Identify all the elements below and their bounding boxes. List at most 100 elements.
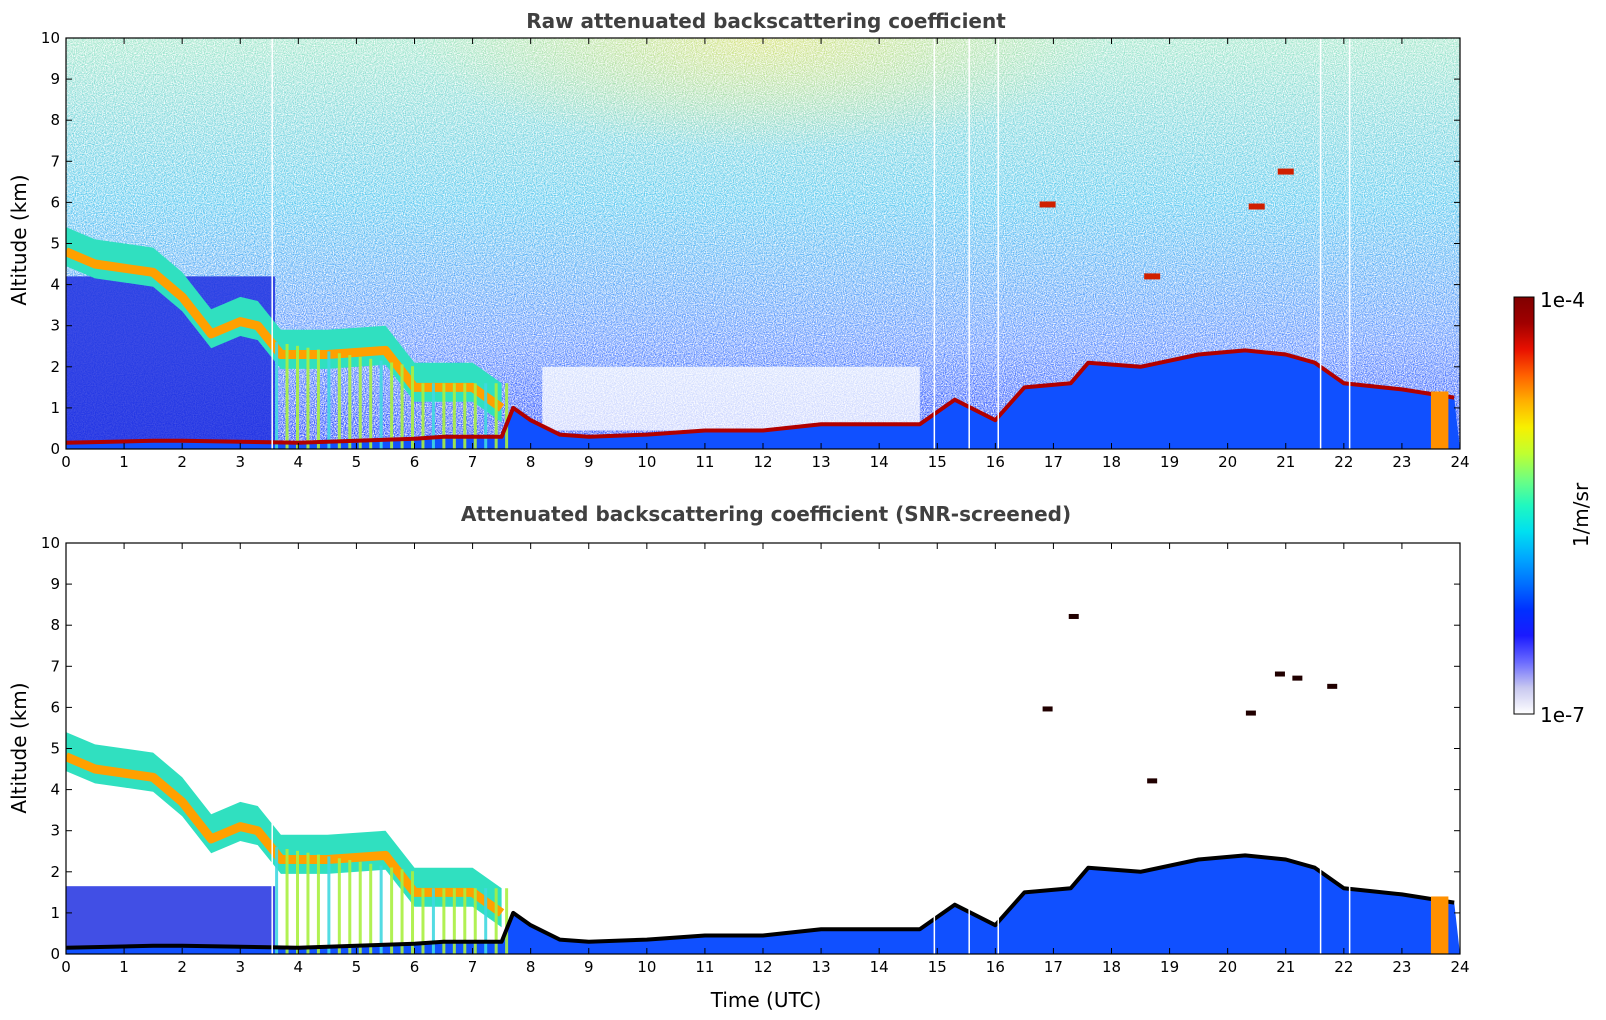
- y-tick-label: 10: [41, 534, 60, 552]
- x-tick-label: 22: [1334, 958, 1353, 976]
- x-tick-label: 20: [1218, 958, 1237, 976]
- y-tick-label: 5: [50, 740, 60, 758]
- colorbar-unit-label: 1/m/sr: [1569, 482, 1593, 547]
- x-tick-label: 7: [468, 958, 478, 976]
- isolated-cloud-feature: [1068, 613, 1079, 619]
- y-tick-label: 1: [50, 904, 60, 922]
- x-tick-label: 15: [928, 958, 947, 976]
- y-tick-label: 3: [50, 317, 60, 335]
- precipitation-streak: [421, 888, 425, 954]
- precipitation-streak: [285, 343, 289, 449]
- x-tick-label: 5: [352, 453, 362, 471]
- y-tick-label: 9: [50, 70, 60, 88]
- x-tick-label: 19: [1160, 453, 1179, 471]
- precipitation-streak: [296, 850, 300, 954]
- y-tick-label: 7: [50, 152, 60, 170]
- precipitation-streak: [390, 867, 394, 954]
- x-tick-label: 2: [177, 453, 187, 471]
- precipitation-streak: [379, 865, 383, 954]
- x-axis-label: Time (UTC): [710, 988, 822, 1012]
- precipitation-streak: [505, 888, 509, 954]
- colorbar-scale: [1513, 296, 1535, 715]
- x-tick-label: 0: [61, 958, 71, 976]
- x-tick-label: 6: [410, 453, 420, 471]
- precipitation-streak: [390, 362, 394, 449]
- y-tick-label: 9: [50, 575, 60, 593]
- x-tick-label: 19: [1160, 958, 1179, 976]
- precipitation-streak: [431, 383, 435, 449]
- precipitation-streak: [337, 858, 341, 954]
- precipitation-streak: [463, 888, 467, 954]
- precipitation-streak: [400, 364, 404, 449]
- x-tick-label: 14: [870, 958, 889, 976]
- y-ticks: 0 1 2 3 4 5 6 7 8 9 10: [41, 29, 1460, 458]
- precipitation-streak: [348, 355, 352, 449]
- heatmap-area: [66, 38, 1460, 449]
- precipitation-streak: [369, 358, 373, 449]
- x-tick-label: 8: [526, 453, 536, 471]
- y-tick-label: 3: [50, 822, 60, 840]
- isolated-cloud-feature: [1292, 675, 1303, 681]
- precipitation-streak: [463, 383, 467, 449]
- panel-title: Raw attenuated backscattering coefficien…: [526, 9, 1006, 33]
- x-tick-label: 22: [1334, 453, 1353, 471]
- x-ticks: 0 1 2 3 4 5 6 7 8 9 10 11 12 13 14 15 16 17 18 19 20 21 22 23 24: [61, 543, 1470, 976]
- isolated-cloud-feature: [1327, 683, 1338, 689]
- precipitation-streak: [442, 888, 446, 954]
- y-axis-label: Altitude (km): [7, 682, 31, 813]
- precipitation-streak: [505, 383, 509, 449]
- precipitation-streak: [473, 383, 477, 449]
- precipitation-streak: [337, 353, 341, 449]
- cloud-base-line: [66, 348, 1455, 445]
- x-tick-label: 9: [584, 958, 594, 976]
- cloud-base-line: [66, 853, 1455, 950]
- y-tick-label: 6: [50, 698, 60, 716]
- precipitation-streak: [306, 852, 310, 954]
- raw-backscatter-panel: Raw attenuated backscattering coefficien…: [7, 9, 1470, 471]
- x-tick-label: 24: [1450, 958, 1469, 976]
- x-tick-label: 4: [294, 958, 304, 976]
- precipitation-streak: [421, 383, 425, 449]
- precipitation-streak: [316, 854, 320, 954]
- rain-column: [1430, 896, 1449, 954]
- isolated-cloud-feature: [1248, 203, 1265, 210]
- precipitation-streak: [442, 383, 446, 449]
- colorbar-max-label: 1e-4: [1540, 288, 1585, 312]
- x-tick-label: 8: [526, 958, 536, 976]
- isolated-cloud-feature: [1147, 778, 1158, 784]
- x-tick-label: 24: [1450, 453, 1469, 471]
- precipitation-streak: [327, 351, 331, 449]
- x-tick-label: 7: [468, 453, 478, 471]
- isolated-cloud-feature: [1042, 706, 1053, 712]
- plot-frame: [65, 37, 1461, 450]
- snr-screened-panel: Attenuated backscattering coefficient (S…: [7, 502, 1470, 1012]
- x-tick-label: 2: [177, 958, 187, 976]
- y-axis-label: Altitude (km): [7, 174, 31, 305]
- precipitation-streak: [400, 869, 404, 954]
- x-tick-label: 18: [1102, 958, 1121, 976]
- heatmap-area: [66, 543, 1460, 954]
- boundary-layer: [66, 350, 1460, 449]
- y-tick-label: 8: [50, 616, 60, 634]
- precipitation-streak: [473, 888, 477, 954]
- x-tick-label: 23: [1392, 958, 1411, 976]
- x-tick-label: 6: [410, 958, 420, 976]
- isolated-cloud-feature: [1144, 273, 1161, 280]
- y-tick-label: 2: [50, 358, 60, 376]
- x-tick-label: 20: [1218, 453, 1237, 471]
- aerosol-layer-core: [66, 752, 505, 917]
- y-tick-label: 1: [50, 399, 60, 417]
- y-tick-label: 0: [50, 945, 60, 963]
- x-tick-label: 23: [1392, 453, 1411, 471]
- y-tick-label: 2: [50, 863, 60, 881]
- x-tick-label: 14: [870, 453, 889, 471]
- panel-title: Attenuated backscattering coefficient (S…: [461, 502, 1071, 526]
- precipitation-streak: [275, 342, 279, 449]
- x-tick-label: 0: [61, 453, 71, 471]
- x-tick-label: 12: [753, 453, 772, 471]
- x-tick-label: 1: [119, 958, 129, 976]
- x-tick-label: 16: [986, 453, 1005, 471]
- x-tick-label: 10: [637, 958, 656, 976]
- x-tick-label: 17: [1044, 958, 1063, 976]
